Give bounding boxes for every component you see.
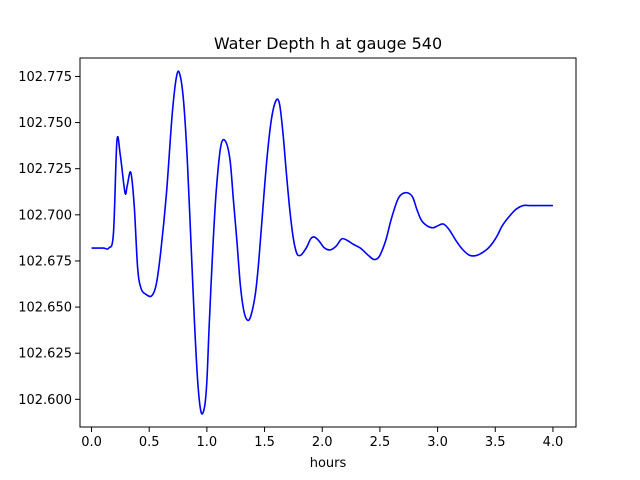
series-layer: [91, 70, 553, 415]
y-tick-label: 102.650: [18, 301, 72, 316]
y-tick-label: 102.625: [18, 347, 72, 362]
y-tick-label: 102.775: [18, 70, 72, 85]
series-line-0: [91, 70, 553, 415]
x-axis-label: hours: [310, 456, 347, 471]
chart-title: Water Depth h at gauge 540: [214, 34, 442, 53]
x-axis: 0.0 0.5 1.0 1.5 2.0 2.5 3.0 3.5 4.0: [81, 427, 563, 450]
x-tick-label: 2.0: [312, 435, 333, 450]
y-tick-label: 102.725: [18, 162, 72, 177]
x-tick-label: 0.0: [81, 435, 102, 450]
x-tick-label: 2.5: [370, 435, 391, 450]
y-tick-label: 102.600: [18, 393, 72, 408]
y-axis: 102.600 102.625 102.650 102.675 102.700 102.7…: [18, 70, 80, 408]
x-tick-label: 0.5: [139, 435, 160, 450]
x-tick-label: 1.5: [254, 435, 275, 450]
x-tick-label: 3.0: [427, 435, 448, 450]
x-tick-label: 4.0: [543, 435, 564, 450]
x-tick-label: 3.5: [485, 435, 506, 450]
y-tick-label: 102.675: [18, 254, 72, 269]
plot-area-frame: [79, 57, 577, 428]
y-tick-label: 102.700: [18, 208, 72, 223]
x-tick-label: 1.0: [197, 435, 218, 450]
y-tick-label: 102.750: [18, 116, 72, 131]
